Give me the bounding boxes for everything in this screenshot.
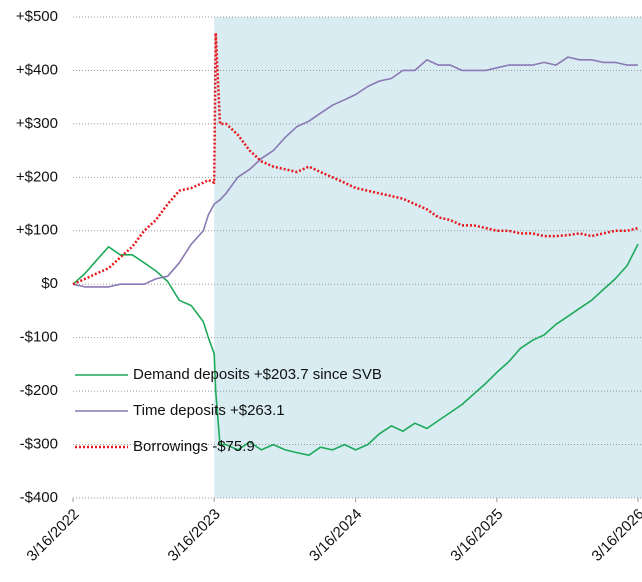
series-line bbox=[72, 56, 638, 288]
y-tick-label: +$200 bbox=[16, 168, 58, 185]
shaded-region bbox=[214, 17, 642, 498]
x-tick-label: 3/16/2024 bbox=[306, 506, 365, 565]
y-tick-label: +$300 bbox=[16, 115, 58, 132]
series-line bbox=[72, 31, 639, 286]
y-tick-label: +$500 bbox=[16, 8, 58, 25]
y-tick-label: -$200 bbox=[20, 382, 58, 399]
y-tick-label: -$100 bbox=[20, 329, 58, 346]
y-tick-label: +$100 bbox=[16, 222, 58, 239]
x-tick-label: 3/16/2022 bbox=[23, 506, 82, 565]
x-tick-label: 3/16/2026 bbox=[588, 506, 642, 565]
x-tick-label: 3/16/2025 bbox=[447, 506, 506, 565]
series-line bbox=[72, 243, 639, 456]
legend-label: Demand deposits +$203.7 since SVB bbox=[133, 366, 382, 383]
y-tick-label: $0 bbox=[41, 275, 58, 292]
y-tick-label: -$400 bbox=[20, 489, 58, 506]
y-tick-label: -$300 bbox=[20, 436, 58, 453]
legend-label: Borrowings -$75.9 bbox=[133, 438, 255, 455]
x-tick-label: 3/16/2023 bbox=[165, 506, 224, 565]
legend-label: Time deposits +$263.1 bbox=[133, 402, 285, 419]
y-tick-label: +$400 bbox=[16, 61, 58, 78]
legend: Demand deposits +$203.7 since SVB Time de… bbox=[75, 366, 382, 455]
